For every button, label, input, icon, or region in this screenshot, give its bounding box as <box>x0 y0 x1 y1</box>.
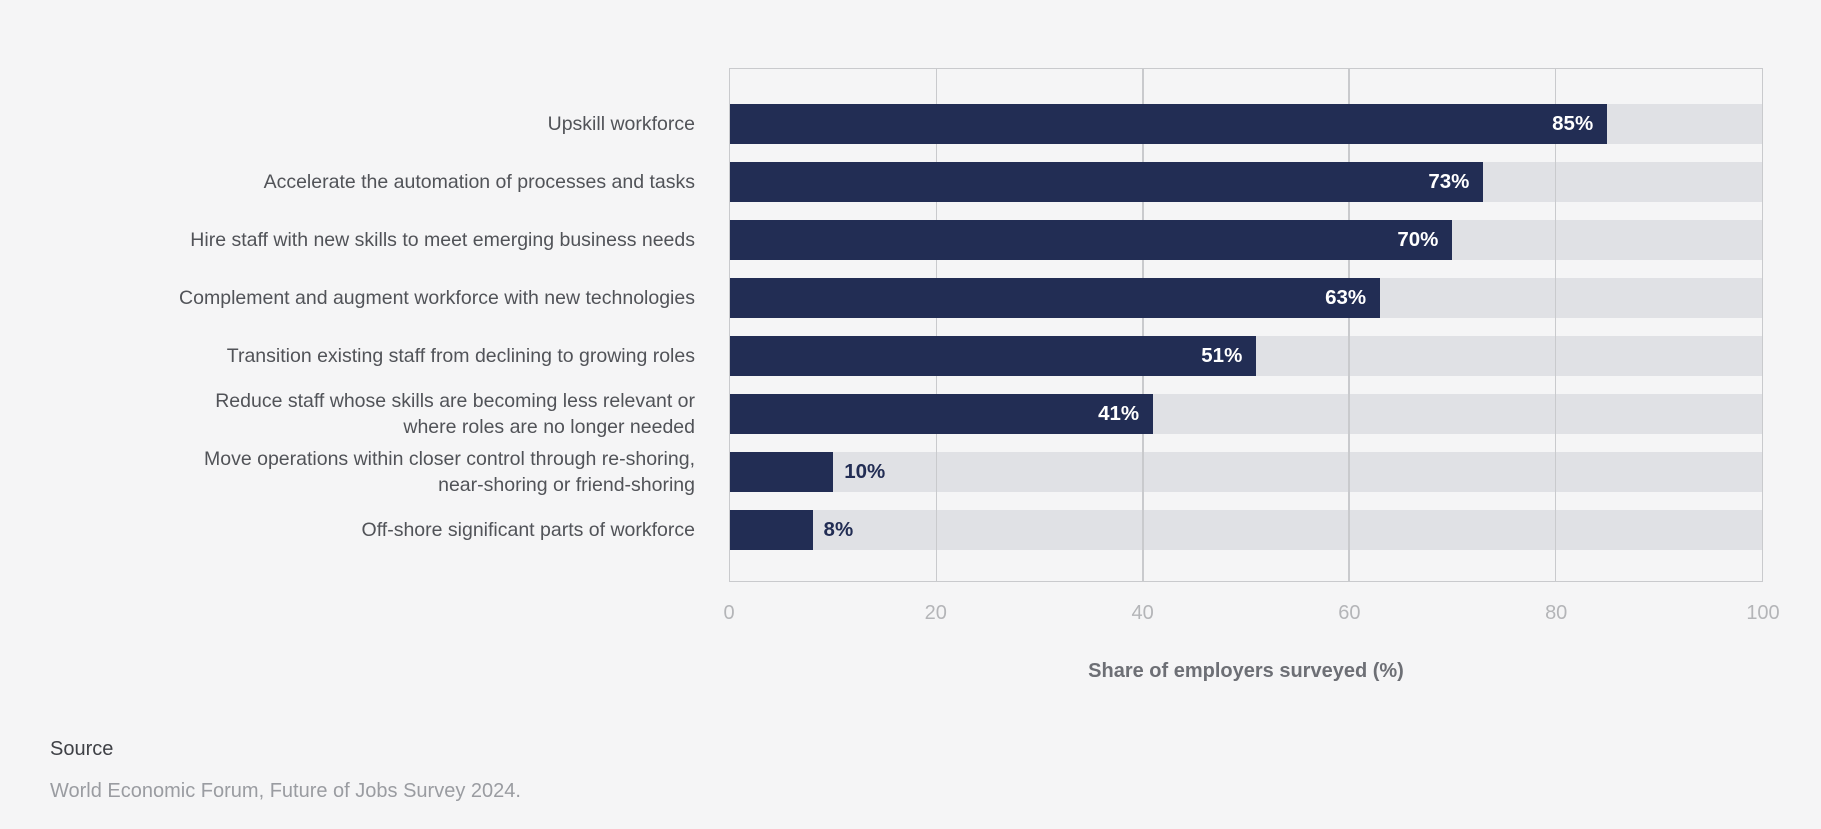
bar-value-label: 85% <box>1552 112 1594 135</box>
gridline <box>1348 69 1350 581</box>
category-label: Complement and augment workforce with ne… <box>179 287 695 309</box>
x-tick-label: 60 <box>1338 602 1361 624</box>
bar-value-label: 10% <box>844 460 886 483</box>
bar-value-label: 63% <box>1325 286 1367 309</box>
bar <box>730 510 813 550</box>
gridline <box>1554 69 1557 581</box>
bar: 73% <box>730 162 1484 202</box>
category-labels-column: Upskill workforce Accelerate the automati… <box>0 68 695 582</box>
bar: 70% <box>730 220 1453 260</box>
bar: 85% <box>730 104 1608 144</box>
gridline <box>935 69 938 581</box>
category-label: Reduce staff whose skills are becoming l… <box>215 390 695 438</box>
category-label: Upskill workforce <box>547 113 695 135</box>
x-tick-label: 20 <box>924 602 947 624</box>
bar: 41% <box>730 394 1154 434</box>
bar-row: 63% <box>730 278 1762 318</box>
x-tick-label: 100 <box>1746 602 1780 624</box>
category-label: Hire staff with new skills to meet emerg… <box>190 229 695 251</box>
bar-row: 41% <box>730 394 1762 434</box>
category-label: Accelerate the automation of processes a… <box>263 171 695 193</box>
gridline <box>1142 69 1144 581</box>
bar-track <box>730 510 1762 550</box>
bar-row: 85% <box>730 104 1762 144</box>
gridlines <box>730 69 1762 581</box>
bar-track <box>730 452 1762 492</box>
x-axis-tick-labels: 0 20 40 60 80 100 <box>0 600 1821 626</box>
source-title: Source <box>50 738 114 760</box>
x-axis-title: Share of employers surveyed (%) <box>1088 660 1404 682</box>
bar-value-label: 51% <box>1201 344 1243 367</box>
x-tick-label: 80 <box>1545 602 1568 624</box>
category-label: Off-shore significant parts of workforce <box>361 519 695 541</box>
category-label: Transition existing staff from declining… <box>226 345 695 367</box>
bar-row: 70% <box>730 220 1762 260</box>
bar-row: 8% <box>730 510 1762 550</box>
bar: 51% <box>730 336 1257 376</box>
bar-value-label: 73% <box>1428 170 1470 193</box>
bar-value-label: 41% <box>1098 402 1140 425</box>
bar <box>730 452 834 492</box>
source-text: World Economic Forum, Future of Jobs Sur… <box>50 780 521 802</box>
plot-area: 85% 73% 70% 63% 51% 41% 10% 8% <box>729 68 1763 582</box>
bar-value-label: 8% <box>823 518 854 541</box>
x-tick-label: 40 <box>1131 602 1154 624</box>
category-label: Move operations within closer control th… <box>204 448 695 496</box>
bar-row: 73% <box>730 162 1762 202</box>
bar: 63% <box>730 278 1381 318</box>
bar-row: 51% <box>730 336 1762 376</box>
x-tick-label: 0 <box>723 602 735 624</box>
bar-value-label: 70% <box>1397 228 1439 251</box>
bar-row: 10% <box>730 452 1762 492</box>
